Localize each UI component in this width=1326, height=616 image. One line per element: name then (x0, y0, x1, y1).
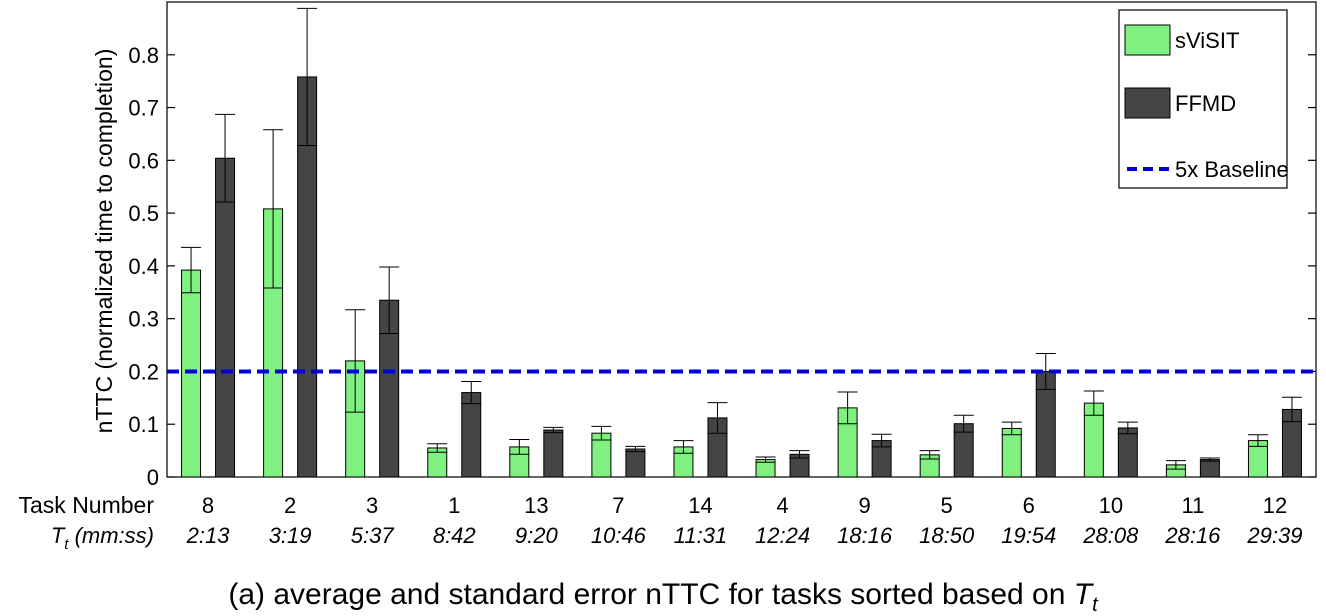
x-tick-label-time: 18:16 (837, 523, 893, 548)
x-tick-label-time: 28:08 (1082, 523, 1139, 548)
x-tick-label-time: 9:20 (515, 523, 559, 548)
x-tick-label-task: 14 (688, 493, 712, 518)
legend-swatch-svisit (1124, 24, 1171, 56)
x-tick-label-time: 18:50 (919, 523, 975, 548)
legend-label-baseline: 5x Baseline (1175, 157, 1289, 182)
x-tick-label-time: 29:39 (1246, 523, 1302, 548)
x-tick-label-time: 10:46 (591, 523, 647, 548)
x-tick-label-time: 19:54 (1001, 523, 1056, 548)
y-tick-label: 0.5 (128, 201, 159, 226)
x-tick-label-time: 2:13 (186, 523, 231, 548)
legend-label-ffmd: FFMD (1175, 91, 1236, 116)
bar-ffmd (543, 429, 564, 478)
x-tick-label-time: 11:31 (674, 523, 727, 548)
y-tick-label: 0.6 (128, 148, 159, 173)
x-tick-label-task: 7 (612, 493, 624, 518)
x-tick-label-time: 12:24 (755, 523, 810, 548)
x-tick-label-task: 13 (524, 493, 548, 518)
bar-svisit (1001, 427, 1022, 478)
bar-ffmd (1199, 459, 1220, 478)
y-tick-label: 0 (147, 465, 159, 490)
x-tick-label-task: 9 (858, 493, 870, 518)
plot-area: 0 0.1 0.2 0.3 0.4 0.5 0.6 0.7 0.8 8 2:13 2 3:19 3 5:37… (128, 1, 1317, 548)
x-tick-label-task: 8 (202, 493, 214, 518)
x-tick-label-task: 10 (1099, 493, 1123, 518)
x-tick-label-time: 3:19 (269, 523, 312, 548)
x-tick-label-time: 5:37 (351, 523, 395, 548)
x-tick-label-time: 8:42 (433, 523, 476, 548)
x-tick-label-task: 3 (366, 493, 378, 518)
y-axis-label: nTTC (normalized time to completion) (91, 49, 117, 434)
y-tick-label: 0.3 (128, 307, 159, 332)
x-tick-label-task: 1 (448, 493, 460, 518)
task-number-header: Task Number (19, 492, 155, 518)
y-tick-label: 0.8 (128, 43, 159, 68)
y-tick-label: 0.4 (128, 254, 159, 279)
y-tick-label: 0.2 (128, 359, 159, 384)
x-tick-label-task: 4 (776, 493, 788, 518)
x-tick-label-task: 5 (941, 493, 953, 518)
x-tick-label-task: 2 (284, 493, 296, 518)
bar-ffmd (1117, 427, 1138, 478)
bar-ffmd (215, 157, 236, 478)
x-tick-label-task: 12 (1263, 493, 1287, 518)
legend-label-svisit: sViSIT (1175, 28, 1239, 53)
figure-caption: (a) average and standard error nTTC for … (228, 578, 1099, 616)
x-tick-label-time: 28:16 (1164, 523, 1221, 548)
legend-swatch-ffmd (1124, 87, 1171, 119)
tt-header: Tt (mm:ss) (51, 523, 154, 553)
axes-frame (166, 1, 1317, 478)
y-tick-label: 0.7 (128, 96, 159, 121)
y-tick-label: 0.1 (128, 412, 159, 437)
bar-ffmd (625, 448, 646, 478)
legend: sViSIT FFMD 5x Baseline (1118, 9, 1289, 189)
bar-svisit (181, 269, 202, 478)
x-tick-label-task: 11 (1181, 493, 1204, 518)
bar-ffmd (461, 392, 482, 478)
x-tick-label-task: 6 (1023, 493, 1035, 518)
